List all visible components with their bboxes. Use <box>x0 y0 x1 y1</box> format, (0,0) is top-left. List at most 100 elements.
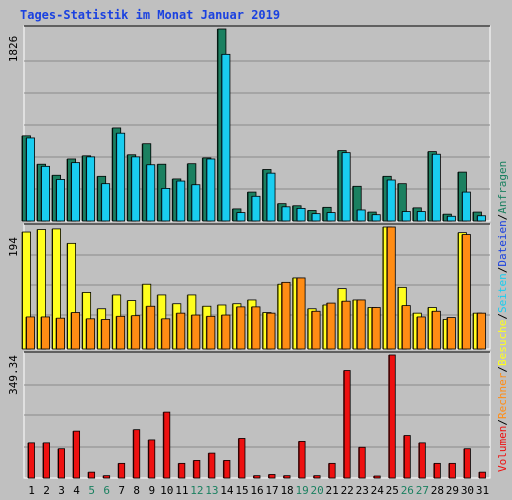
bar-seiten-day-12 <box>191 314 201 350</box>
day-label: 15 <box>235 484 248 497</box>
bar-dateien-day-30 <box>462 191 471 222</box>
bar-dateien-day-6 <box>101 183 111 222</box>
bar-seiten-day-20 <box>311 310 321 350</box>
panel-bottom-ymax-label: 349.34 <box>7 355 20 395</box>
bar-rechner-day-31 <box>479 471 486 479</box>
bar-rechner-day-7 <box>118 462 126 479</box>
bar-rechner-day-10 <box>163 411 171 479</box>
bar-dateien-day-28 <box>431 153 441 222</box>
bar-seiten-day-28 <box>431 310 441 350</box>
bar-rechner-day-17 <box>268 474 276 479</box>
bar-rechner-day-13 <box>208 452 216 479</box>
day-label: 5 <box>88 484 95 497</box>
bar-seiten-day-27 <box>416 316 426 350</box>
day-label: 7 <box>118 484 125 497</box>
bar-rechner-day-8 <box>133 429 141 479</box>
day-label: 20 <box>311 484 324 497</box>
day-label: 28 <box>431 484 444 497</box>
bar-dateien-day-15 <box>236 212 246 222</box>
bar-seiten-day-19 <box>296 277 306 350</box>
bar-seiten-day-14 <box>221 314 231 350</box>
bar-rechner-day-1 <box>28 442 35 479</box>
bar-seiten-day-3 <box>56 317 65 350</box>
bar-seiten-day-26 <box>401 305 411 350</box>
day-label: 29 <box>446 484 459 497</box>
bar-rechner-day-3 <box>58 448 65 479</box>
bar-rechner-day-5 <box>88 471 96 479</box>
bar-dateien-day-10 <box>161 188 171 222</box>
bar-rechner-day-9 <box>148 439 156 479</box>
bar-seiten-day-23 <box>356 299 366 350</box>
day-label: 3 <box>58 484 65 497</box>
bar-dateien-day-31 <box>477 215 486 222</box>
chart-title: Tages-Statistik im Monat Januar 2019 <box>20 8 280 22</box>
bar-dateien-day-16 <box>251 195 261 222</box>
bar-rechner-day-21 <box>328 462 336 479</box>
bar-rechner-day-27 <box>418 442 426 479</box>
bar-seiten-day-1 <box>26 316 35 350</box>
day-label: 8 <box>133 484 140 497</box>
bar-seiten-day-10 <box>161 318 171 350</box>
legend-item: Anfragen <box>496 161 509 214</box>
bar-dateien-day-3 <box>56 179 65 222</box>
bar-rechner-day-14 <box>223 460 231 479</box>
bar-dateien-day-8 <box>131 156 141 222</box>
bar-dateien-day-26 <box>401 211 411 222</box>
bar-rechner-day-30 <box>464 448 471 479</box>
bar-rechner-day-20 <box>313 475 321 479</box>
bar-rechner-day-4 <box>73 430 81 479</box>
bar-dateien-day-18 <box>281 206 291 222</box>
bar-dateien-day-7 <box>116 132 126 222</box>
bar-seiten-day-15 <box>236 306 246 350</box>
bar-dateien-day-23 <box>356 209 366 222</box>
bar-dateien-day-14 <box>221 53 231 222</box>
bar-dateien-day-12 <box>191 184 201 222</box>
bar-rechner-day-22 <box>343 370 351 479</box>
legend-item: Rechner <box>496 372 509 419</box>
bar-rechner-day-11 <box>178 462 186 479</box>
bar-seiten-day-6 <box>101 319 111 350</box>
bar-dateien-day-21 <box>326 212 336 222</box>
legend-item: / <box>496 267 509 274</box>
bar-seiten-day-13 <box>206 315 216 350</box>
bar-dateien-day-2 <box>41 165 50 222</box>
bar-seiten-day-22 <box>341 300 351 350</box>
bar-rechner-day-19 <box>298 440 306 479</box>
bar-seiten-day-31 <box>477 312 486 350</box>
day-label: 19 <box>295 484 308 497</box>
day-label: 18 <box>280 484 293 497</box>
day-label: 2 <box>43 484 50 497</box>
panel-middle-ymax-label: 194 <box>7 237 20 257</box>
day-label: 9 <box>148 484 155 497</box>
bar-dateien-day-29 <box>447 215 456 222</box>
day-label: 21 <box>326 484 339 497</box>
bar-dateien-day-25 <box>386 179 396 222</box>
day-label: 17 <box>265 484 278 497</box>
bar-seiten-day-16 <box>251 306 261 350</box>
bar-rechner-day-24 <box>373 475 381 479</box>
day-label: 16 <box>250 484 263 497</box>
bar-dateien-day-20 <box>311 213 321 222</box>
bar-rechner-day-12 <box>193 460 201 479</box>
bar-seiten-day-25 <box>386 226 396 350</box>
legend-item: Seiten <box>496 273 509 313</box>
day-label: 6 <box>103 484 110 497</box>
day-label: 26 <box>401 484 414 497</box>
bar-seiten-day-30 <box>462 234 471 350</box>
legend-item: / <box>496 313 509 320</box>
legend-item: Dateien <box>496 220 509 266</box>
day-label: 10 <box>160 484 173 497</box>
bar-rechner-day-2 <box>43 442 50 479</box>
day-label: 31 <box>476 484 489 497</box>
bar-seiten-day-8 <box>131 315 141 350</box>
bar-seiten-day-18 <box>281 281 291 350</box>
bar-seiten-day-29 <box>447 317 456 350</box>
legend-item: / <box>496 214 509 221</box>
day-label: 1 <box>28 484 35 497</box>
bar-dateien-day-13 <box>206 158 216 222</box>
bar-rechner-day-28 <box>433 462 441 479</box>
bar-rechner-day-6 <box>103 475 111 479</box>
bar-rechner-day-18 <box>283 475 291 479</box>
bar-dateien-day-9 <box>146 164 156 222</box>
